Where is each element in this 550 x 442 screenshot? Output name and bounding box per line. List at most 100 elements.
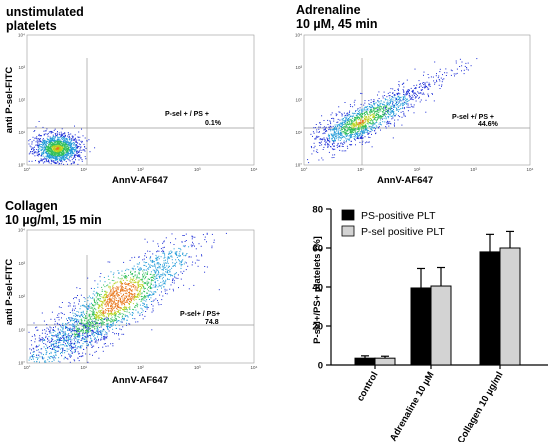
event-dot [321,144,323,146]
event-dot [86,326,88,328]
event-dot [77,315,78,317]
event-dot [432,93,433,95]
event-dot [118,333,120,335]
event-dot [148,286,149,288]
event-dot [161,291,162,293]
event-dot [382,121,384,123]
event-dot [372,107,374,109]
event-dot [328,129,330,131]
event-dot [340,122,341,124]
event-dot [435,75,437,77]
event-dot [77,328,79,330]
event-dot [466,67,468,68]
event-dot [58,152,60,154]
event-dot [80,146,81,148]
event-dot [360,118,362,120]
event-dot [340,136,342,138]
event-dot [144,238,146,240]
event-dot [95,309,97,311]
event-dot [97,298,99,300]
event-dot [52,132,54,133]
event-dot [55,157,57,159]
event-dot [181,264,183,266]
event-dot [146,283,148,285]
event-dot [339,134,341,136]
event-dot [68,333,70,334]
event-dot [395,101,397,103]
event-dot [64,331,66,333]
event-dot [41,159,43,161]
event-dot [143,286,145,288]
event-dot [79,150,80,152]
event-dot [124,292,126,294]
event-dot [38,148,39,150]
event-dot [70,144,72,146]
event-dot [39,160,41,162]
event-dot [68,148,70,150]
event-dot [341,150,343,152]
event-dot [99,306,101,308]
event-dot [370,102,372,103]
event-dot [71,348,73,350]
event-dot [381,116,383,118]
event-dot [121,333,123,335]
event-dot [51,132,53,134]
event-dot [91,298,93,299]
event-dot [380,100,382,102]
event-dot [390,99,392,101]
event-dot [62,145,64,147]
event-dot [55,346,57,348]
event-dot [125,309,127,310]
event-dot [328,151,330,153]
event-dot [86,323,88,325]
event-dot [133,296,135,298]
event-dot [332,154,334,156]
event-dot [55,133,56,135]
event-dot [43,134,45,136]
event-dot [343,141,345,143]
event-dot [317,152,319,153]
event-dot [372,123,374,125]
event-dot [43,151,45,153]
event-dot [379,104,381,106]
event-dot [143,278,145,280]
event-dot [55,135,57,137]
event-dot [109,282,111,284]
event-dot [44,141,46,143]
event-dot [204,271,206,273]
event-dot [407,100,409,102]
event-dot [86,311,88,313]
event-dot [174,264,175,266]
event-dot [68,145,70,147]
event-dot [36,139,38,141]
event-dot [327,143,329,145]
event-dot [42,139,44,141]
event-dot [95,292,97,294]
event-dot [49,150,51,151]
event-dot [348,139,350,141]
event-dot [61,128,63,130]
event-dot [153,286,155,288]
event-dot [350,119,352,121]
event-dot [43,141,45,143]
event-dot [143,306,145,308]
event-dot [116,322,118,323]
event-dot [359,136,361,138]
event-dot [158,270,159,272]
event-dot [42,141,44,143]
event-dot [331,134,332,136]
event-dot [384,95,386,96]
event-dot [97,329,99,331]
event-dot [119,290,121,292]
event-dot [169,288,171,290]
event-dot [120,286,122,288]
event-dot [50,153,52,155]
event-dot [52,148,54,150]
event-dot [173,280,175,282]
event-dot [148,293,150,295]
event-dot [52,136,54,138]
event-dot [148,282,150,284]
event-dot [63,144,65,146]
event-dot [44,143,46,145]
event-dot [55,151,57,153]
